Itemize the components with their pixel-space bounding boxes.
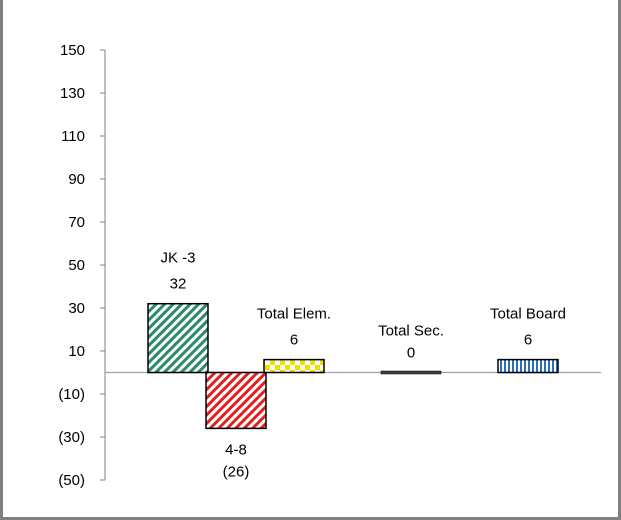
axis-layer: 150 130 110 90 70 50 30 10 (10) (30) (50)	[58, 42, 601, 489]
y-tick-label: 110	[61, 128, 85, 145]
y-tick-label: 50	[68, 257, 85, 274]
y-tick-label: (10)	[58, 386, 85, 403]
y-tick-label: 90	[68, 171, 85, 188]
bar	[147, 302, 209, 374]
bar	[380, 370, 442, 375]
category-label: Total Elem.	[257, 306, 331, 323]
category-label: JK -3	[160, 250, 195, 267]
y-tick-label: (30)	[58, 429, 85, 446]
bar-layer	[147, 302, 559, 430]
data-label: 6	[290, 332, 298, 349]
y-tick-label: 130	[60, 85, 85, 102]
category-label: Total Board	[490, 306, 566, 323]
bar	[263, 358, 325, 374]
bar	[205, 371, 267, 430]
category-label: 4-8	[225, 441, 247, 458]
data-label: 32	[170, 276, 187, 293]
y-tick-label: (50)	[58, 472, 85, 489]
data-label: 0	[407, 345, 415, 362]
y-tick-label: 30	[68, 300, 85, 317]
y-tick-label: 10	[68, 343, 85, 360]
label-layer: JK -3 32 4-8 (26) Total Elem. 6 Total Sec. 0 Tot…	[160, 250, 565, 481]
y-tick-label: 70	[68, 214, 85, 231]
y-tick-label: 150	[60, 42, 85, 59]
bar	[497, 358, 559, 374]
data-label: (26)	[223, 463, 250, 480]
category-label: Total Sec.	[378, 323, 444, 340]
data-label: 6	[524, 332, 532, 349]
